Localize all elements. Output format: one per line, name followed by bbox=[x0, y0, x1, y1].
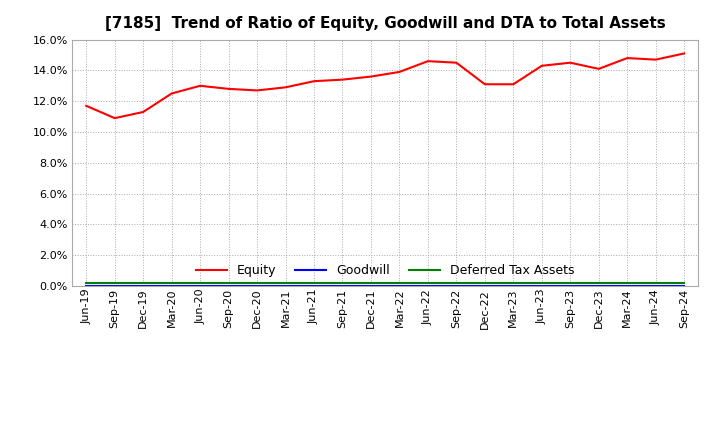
Equity bbox=[196, 83, 204, 88]
Equity bbox=[282, 84, 290, 90]
Deferred Tax Assets bbox=[139, 280, 148, 286]
Goodwill bbox=[566, 283, 575, 289]
Deferred Tax Assets bbox=[652, 280, 660, 286]
Goodwill bbox=[509, 283, 518, 289]
Deferred Tax Assets bbox=[680, 280, 688, 286]
Deferred Tax Assets bbox=[395, 280, 404, 286]
Deferred Tax Assets bbox=[338, 280, 347, 286]
Goodwill bbox=[310, 283, 318, 289]
Equity bbox=[110, 115, 119, 121]
Goodwill bbox=[139, 283, 148, 289]
Title: [7185]  Trend of Ratio of Equity, Goodwill and DTA to Total Assets: [7185] Trend of Ratio of Equity, Goodwil… bbox=[105, 16, 665, 32]
Deferred Tax Assets bbox=[537, 280, 546, 286]
Equity bbox=[623, 55, 631, 61]
Goodwill bbox=[282, 283, 290, 289]
Legend: Equity, Goodwill, Deferred Tax Assets: Equity, Goodwill, Deferred Tax Assets bbox=[191, 259, 580, 282]
Deferred Tax Assets bbox=[423, 280, 432, 286]
Equity bbox=[225, 86, 233, 92]
Equity bbox=[167, 91, 176, 96]
Deferred Tax Assets bbox=[623, 280, 631, 286]
Deferred Tax Assets bbox=[253, 280, 261, 286]
Equity bbox=[452, 60, 461, 65]
Deferred Tax Assets bbox=[595, 280, 603, 286]
Deferred Tax Assets bbox=[566, 280, 575, 286]
Equity bbox=[537, 63, 546, 68]
Equity bbox=[509, 81, 518, 87]
Deferred Tax Assets bbox=[509, 280, 518, 286]
Deferred Tax Assets bbox=[167, 280, 176, 286]
Equity bbox=[366, 74, 375, 79]
Goodwill bbox=[110, 283, 119, 289]
Equity bbox=[423, 59, 432, 64]
Deferred Tax Assets bbox=[225, 280, 233, 286]
Equity bbox=[680, 51, 688, 56]
Goodwill bbox=[395, 283, 404, 289]
Deferred Tax Assets bbox=[452, 280, 461, 286]
Goodwill bbox=[595, 283, 603, 289]
Goodwill bbox=[537, 283, 546, 289]
Deferred Tax Assets bbox=[196, 280, 204, 286]
Deferred Tax Assets bbox=[480, 280, 489, 286]
Goodwill bbox=[423, 283, 432, 289]
Goodwill bbox=[452, 283, 461, 289]
Equity bbox=[595, 66, 603, 71]
Goodwill bbox=[652, 283, 660, 289]
Equity bbox=[139, 109, 148, 114]
Goodwill bbox=[366, 283, 375, 289]
Goodwill bbox=[480, 283, 489, 289]
Deferred Tax Assets bbox=[110, 280, 119, 286]
Deferred Tax Assets bbox=[282, 280, 290, 286]
Equity bbox=[652, 57, 660, 62]
Equity bbox=[566, 60, 575, 65]
Goodwill bbox=[82, 283, 91, 289]
Equity bbox=[253, 88, 261, 93]
Deferred Tax Assets bbox=[366, 280, 375, 286]
Line: Equity: Equity bbox=[86, 53, 684, 118]
Goodwill bbox=[338, 283, 347, 289]
Goodwill bbox=[253, 283, 261, 289]
Deferred Tax Assets bbox=[82, 280, 91, 286]
Equity bbox=[395, 69, 404, 74]
Goodwill bbox=[623, 283, 631, 289]
Goodwill bbox=[680, 283, 688, 289]
Equity bbox=[82, 103, 91, 108]
Goodwill bbox=[225, 283, 233, 289]
Goodwill bbox=[167, 283, 176, 289]
Equity bbox=[310, 78, 318, 84]
Equity bbox=[480, 81, 489, 87]
Equity bbox=[338, 77, 347, 82]
Deferred Tax Assets bbox=[310, 280, 318, 286]
Goodwill bbox=[196, 283, 204, 289]
